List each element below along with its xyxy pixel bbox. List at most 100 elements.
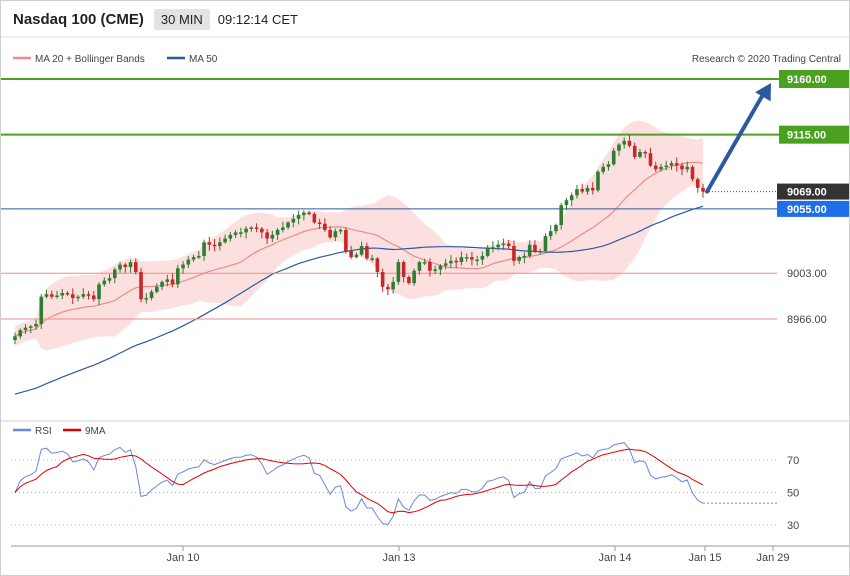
candle-114 — [611, 147, 616, 166]
candle-73 — [396, 259, 401, 285]
candle-68 — [370, 254, 374, 262]
candle-body-106 — [569, 195, 574, 201]
candle-body-94 — [506, 243, 511, 247]
candle-64 — [349, 245, 353, 260]
candle-body-58 — [317, 222, 322, 225]
candle-body-102 — [548, 231, 553, 237]
ma50-level-box — [777, 200, 849, 217]
candle-94 — [506, 239, 511, 250]
candle-body-116 — [622, 140, 627, 145]
moving-averages — [14, 161, 704, 395]
candle-113 — [606, 161, 611, 171]
candle-3 — [28, 324, 33, 334]
candle-122 — [653, 161, 658, 172]
candle-25 — [144, 292, 149, 304]
candle-104 — [559, 203, 563, 230]
current-price-box — [777, 183, 849, 200]
rsi-tick-label-30: 30 — [787, 520, 799, 532]
candle-body-15 — [91, 295, 96, 300]
candle-112 — [601, 163, 606, 175]
candle-80 — [433, 265, 437, 275]
candle-body-124 — [664, 165, 669, 168]
candle-body-4 — [34, 323, 38, 327]
rsi-tick-label-70: 70 — [787, 455, 799, 467]
candle-19 — [112, 267, 117, 284]
candle-body-61 — [333, 231, 338, 238]
candle-body-26 — [149, 291, 154, 298]
candle-40 — [223, 234, 227, 244]
candle-99 — [533, 240, 537, 254]
candle-2 — [23, 324, 28, 334]
candle-39 — [218, 237, 222, 251]
x-tick-label-0: Jan 10 — [166, 552, 199, 564]
candle-body-109 — [585, 187, 590, 192]
candle-body-40 — [223, 238, 227, 243]
candle-body-88 — [475, 259, 479, 262]
candle-body-19 — [112, 269, 117, 279]
candle-body-95 — [512, 246, 516, 261]
candle-27 — [155, 283, 159, 294]
current-price-label: 9069.00 — [787, 187, 827, 199]
chart-header: Nasdaq 100 (CME) 30 MIN 09:12:14 CET — [1, 1, 849, 37]
candle-47 — [260, 227, 264, 239]
price-labels: 9160.00 9115.00 9003.00 8966.00 9055.00 9069.… — [777, 70, 849, 326]
candle-body-2 — [23, 327, 28, 331]
candle-23 — [133, 258, 138, 275]
candle-body-63 — [344, 229, 348, 251]
candle-body-12 — [76, 296, 80, 299]
candle-body-37 — [207, 242, 212, 245]
candle-35 — [197, 250, 201, 260]
candle-100 — [538, 248, 542, 255]
candle-72 — [391, 277, 395, 294]
candle-16 — [97, 282, 101, 306]
candle-body-104 — [559, 205, 563, 225]
candle-body-107 — [575, 189, 579, 196]
candle-body-3 — [28, 326, 33, 328]
candle-5 — [39, 294, 44, 330]
candle-26 — [149, 289, 154, 301]
candle-body-79 — [428, 262, 432, 271]
candle-body-36 — [202, 242, 206, 256]
candle-body-75 — [407, 276, 411, 284]
target-arrow — [705, 83, 771, 194]
candle-body-1 — [18, 330, 23, 337]
candle-body-90 — [485, 248, 490, 256]
rsi-line — [14, 442, 704, 526]
candle-body-27 — [155, 286, 159, 292]
candle-body-6 — [44, 294, 49, 297]
x-tick-label-4: Jan 29 — [756, 552, 789, 564]
candle-1 — [18, 328, 23, 339]
candle-body-126 — [674, 163, 679, 166]
candle-117 — [627, 135, 632, 148]
candle-131 — [701, 183, 705, 198]
candle-74 — [401, 260, 406, 283]
candle-76 — [412, 268, 416, 286]
x-tick-label-1: Jan 13 — [382, 552, 415, 564]
candle-body-118 — [632, 145, 637, 157]
candle-108 — [580, 183, 585, 194]
candle-75 — [407, 275, 411, 285]
bollinger-band — [15, 120, 703, 351]
candle-109 — [585, 184, 590, 195]
candle-63 — [344, 227, 348, 254]
candle-body-86 — [464, 257, 469, 259]
candle-46 — [254, 223, 259, 233]
candle-95 — [512, 240, 516, 266]
candle-body-121 — [648, 153, 653, 166]
candle-6 — [44, 289, 49, 299]
candle-body-55 — [302, 212, 306, 216]
candle-116 — [622, 137, 627, 149]
candle-7 — [49, 290, 54, 300]
candle-121 — [648, 147, 653, 167]
candle-body-119 — [638, 151, 642, 157]
candle-57 — [312, 212, 317, 224]
candle-body-49 — [270, 234, 275, 239]
candle-105 — [564, 197, 569, 211]
timeframe-badge[interactable]: 30 MIN — [153, 8, 210, 30]
candle-79 — [428, 258, 432, 277]
candle-body-101 — [543, 236, 548, 251]
candle-48 — [265, 228, 269, 245]
candle-body-42 — [233, 232, 238, 235]
candle-body-22 — [128, 262, 133, 268]
